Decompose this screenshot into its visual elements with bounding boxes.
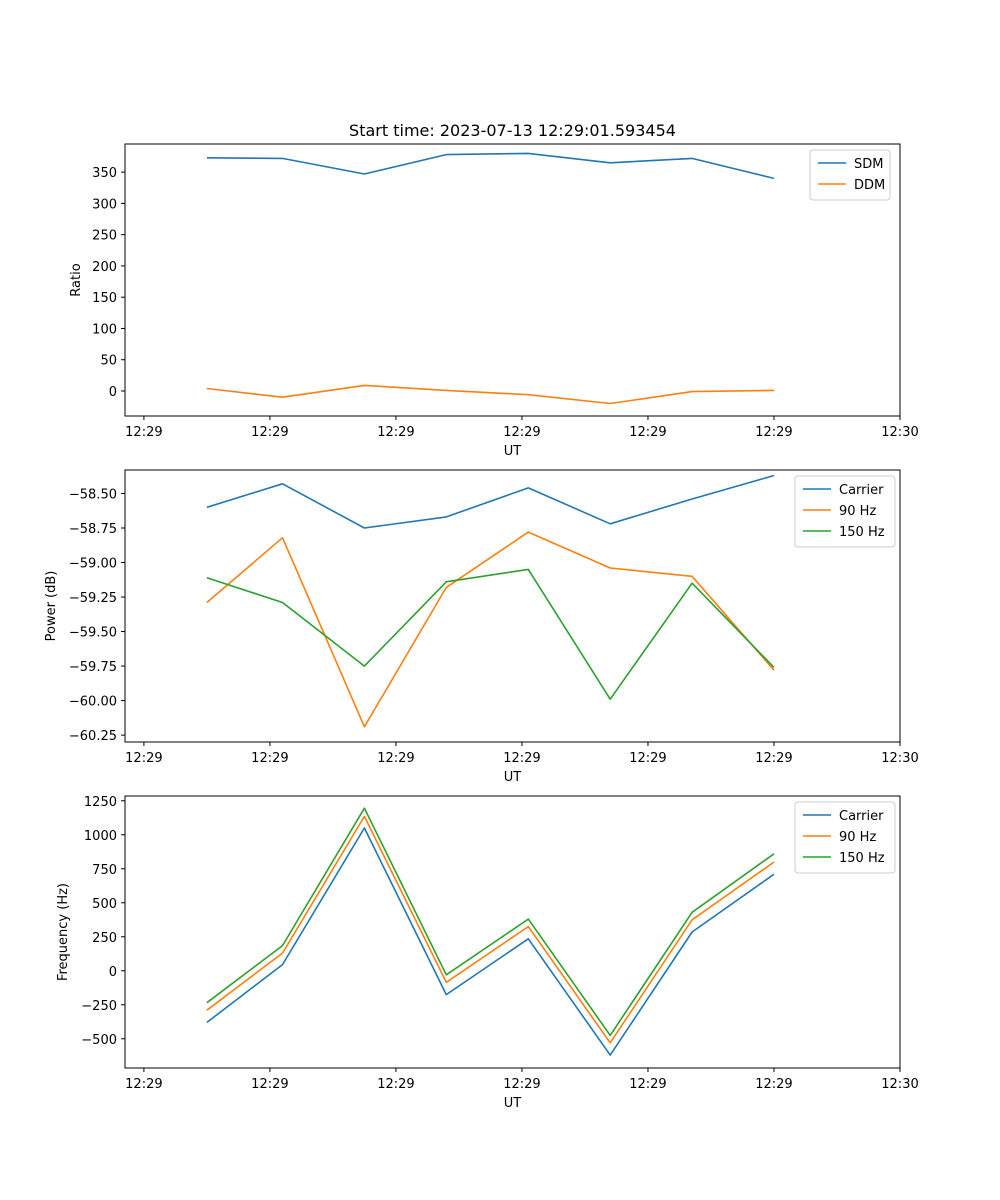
y-tick-label: −58.75 [69, 522, 117, 537]
x-tick-label: 12:29 [251, 751, 288, 766]
x-tick-label: 12:29 [377, 1077, 414, 1092]
x-tick-label: 12:29 [629, 751, 666, 766]
y-axis-label: Ratio [69, 263, 84, 296]
y-tick-label: −59.25 [69, 591, 117, 606]
y-tick-label: 100 [92, 322, 117, 337]
legend-label-150-hz: 150 Hz [839, 851, 885, 866]
y-tick-label: 300 [92, 197, 117, 212]
y-axis-label: Frequency (Hz) [56, 883, 71, 981]
x-tick-label: 12:29 [755, 1077, 792, 1092]
x-axis-label: UT [504, 1096, 522, 1111]
series-line-150-hz [206, 568, 775, 701]
x-tick-label: 12:29 [125, 1077, 162, 1092]
x-tick-label: 12:29 [377, 751, 414, 766]
x-tick-label: 12:30 [881, 425, 918, 440]
y-tick-label: −59.00 [69, 557, 117, 572]
y-tick-label: 200 [92, 260, 117, 275]
y-tick-label: −500 [81, 1033, 117, 1048]
x-tick-label: 12:29 [629, 1077, 666, 1092]
plot-frame [124, 469, 901, 743]
y-tick-label: 500 [92, 897, 117, 912]
y-tick-label: 0 [109, 385, 117, 400]
y-tick-label: 350 [92, 166, 117, 181]
series-line-ddm [206, 384, 775, 405]
chart-frequency: 12:29 12:29 12:29 12:29 12:29 12:29 12:30 1250 1… [56, 795, 919, 1111]
y-tick-label: −59.75 [69, 660, 117, 675]
chart-power: 12:29 12:29 12:29 12:29 12:29 12:29 12:30 −58.5… [44, 469, 919, 785]
legend-label-carrier: Carrier [839, 483, 884, 498]
y-tick-label: 0 [109, 965, 117, 980]
legend-label-ddm: DDM [854, 178, 885, 193]
series-line-90-hz [206, 531, 775, 728]
legend-label-90-hz: 90 Hz [839, 504, 876, 519]
legend-box [794, 475, 896, 548]
y-tick-label: 250 [92, 229, 117, 244]
legend-box [794, 801, 896, 874]
x-tick-label: 12:29 [125, 751, 162, 766]
x-tick-label: 12:30 [881, 1077, 918, 1092]
x-tick-label: 12:29 [755, 425, 792, 440]
chart-title: Start time: 2023-07-13 12:29:01.593454 [349, 121, 676, 140]
y-tick-label: −250 [81, 999, 117, 1014]
series-line-carrier [206, 827, 775, 1056]
x-tick-label: 12:29 [629, 425, 666, 440]
series-line-sdm [206, 152, 775, 180]
y-tick-label: −59.50 [69, 626, 117, 641]
y-tick-label: −60.25 [69, 729, 117, 744]
legend-label-sdm: SDM [854, 157, 883, 172]
x-tick-label: 12:29 [251, 1077, 288, 1092]
legend-label-90-hz: 90 Hz [839, 830, 876, 845]
x-tick-label: 12:29 [503, 425, 540, 440]
x-tick-label: 12:29 [251, 425, 288, 440]
y-tick-label: −58.50 [69, 487, 117, 502]
y-tick-label: −60.00 [69, 695, 117, 710]
x-tick-label: 12:29 [503, 1077, 540, 1092]
x-tick-label: 12:29 [755, 751, 792, 766]
y-tick-label: 150 [92, 291, 117, 306]
x-tick-label: 12:30 [881, 751, 918, 766]
legend-label-carrier: Carrier [839, 809, 884, 824]
y-tick-label: 1250 [84, 795, 117, 810]
y-tick-label: 750 [92, 863, 117, 878]
plot-frame [124, 143, 901, 417]
series-line-carrier [206, 474, 775, 529]
y-tick-label: 250 [92, 931, 117, 946]
y-axis-label: Power (dB) [44, 571, 59, 642]
series-line-150-hz [206, 807, 775, 1037]
plot-frame [124, 795, 901, 1069]
series-line-90-hz [206, 815, 775, 1044]
x-axis-label: UT [504, 770, 522, 785]
x-tick-label: 12:29 [125, 425, 162, 440]
y-tick-label: 50 [100, 354, 117, 369]
chart-ratio: Start time: 2023-07-13 12:29:01.593454 12… [69, 121, 919, 459]
legend-label-150-hz: 150 Hz [839, 525, 885, 540]
x-tick-label: 12:29 [377, 425, 414, 440]
x-tick-label: 12:29 [503, 751, 540, 766]
x-axis-label: UT [504, 444, 522, 459]
y-tick-label: 1000 [84, 829, 117, 844]
